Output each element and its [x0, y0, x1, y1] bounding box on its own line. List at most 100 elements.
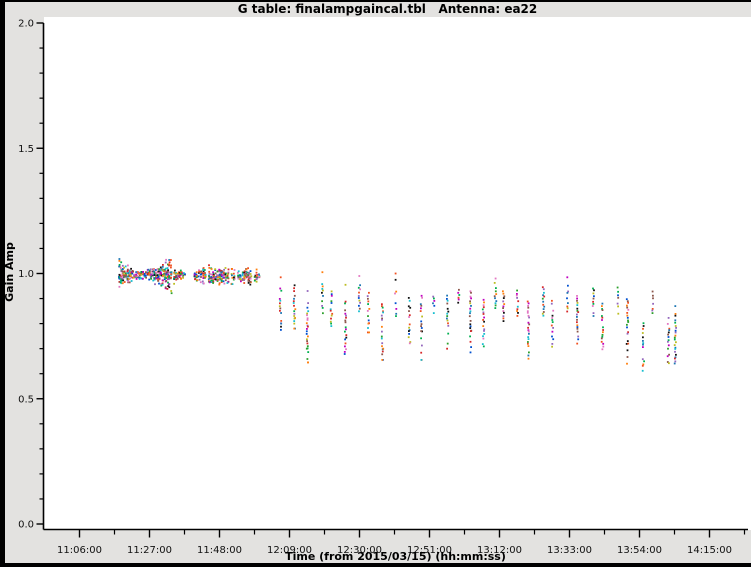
gain-data-point — [345, 336, 348, 339]
gain-data-point — [344, 283, 347, 286]
gain-data-point — [367, 300, 370, 303]
gain-data-point — [516, 293, 518, 295]
gain-data-point — [118, 265, 120, 268]
gain-data-point — [144, 275, 146, 278]
gain-data-point — [198, 272, 200, 274]
gain-data-point — [167, 263, 169, 266]
gain-data-point — [541, 312, 544, 315]
gain-data-point — [124, 265, 127, 268]
gain-data-point — [293, 287, 295, 290]
gain-data-point — [481, 308, 484, 311]
gain-data-point — [160, 272, 162, 275]
gain-data-point — [368, 291, 370, 294]
gain-data-point — [210, 276, 212, 278]
gain-data-point — [592, 287, 594, 290]
gain-data-point — [226, 273, 229, 276]
gain-data-point — [368, 308, 371, 310]
window-border-bottom — [0, 563, 751, 567]
gain-data-point — [421, 330, 423, 333]
gain-data-point — [408, 310, 410, 312]
gain-data-point — [446, 347, 448, 350]
gain-data-point — [210, 277, 212, 280]
gain-data-point — [601, 319, 603, 321]
gain-data-point — [673, 338, 676, 341]
gain-data-point — [231, 283, 234, 285]
gain-data-point — [516, 308, 519, 311]
gain-data-point — [160, 284, 163, 287]
gain-data-point — [446, 315, 449, 317]
gain-data-point — [407, 297, 410, 299]
gain-data-point — [667, 347, 669, 350]
gain-data-point — [159, 274, 161, 277]
gain-data-point — [140, 273, 143, 276]
gain-data-point — [253, 276, 256, 278]
gain-data-point — [330, 302, 333, 304]
gain-data-point — [551, 330, 554, 333]
gain-data-point — [642, 322, 645, 325]
gain-data-point — [576, 330, 579, 333]
gain-data-point — [279, 307, 282, 310]
gain-data-point — [483, 320, 485, 323]
gain-data-point — [674, 356, 677, 359]
gain-data-point — [394, 292, 396, 295]
gain-data-point — [408, 316, 410, 318]
gain-data-point — [446, 317, 448, 320]
gain-data-point — [641, 332, 644, 334]
gain-data-point — [237, 271, 239, 274]
gain-data-point — [457, 298, 460, 301]
gain-data-point — [293, 317, 296, 320]
gain-data-point — [167, 273, 170, 276]
gain-data-point — [121, 264, 124, 267]
gain-data-point — [306, 340, 308, 342]
gain-data-point — [592, 312, 595, 314]
gain-data-point — [202, 272, 204, 274]
gain-data-point — [652, 297, 654, 300]
gain-data-point — [163, 270, 165, 273]
gain-data-point — [120, 270, 123, 273]
window-border-top — [0, 0, 751, 2]
gain-data-point — [243, 278, 246, 280]
gain-data-point — [627, 308, 630, 311]
gain-data-point — [280, 322, 283, 325]
gain-data-point — [592, 303, 595, 305]
gain-data-point — [225, 275, 227, 278]
gain-data-point — [243, 271, 246, 274]
gain-data-point — [239, 278, 241, 281]
gain-data-point — [651, 290, 654, 293]
gain-data-point — [226, 275, 229, 277]
gain-data-point — [420, 307, 422, 310]
gain-data-point — [674, 305, 677, 307]
gain-data-point — [120, 279, 123, 282]
gain-data-point — [133, 276, 135, 279]
gain-data-point — [222, 280, 225, 283]
gain-data-point — [344, 326, 347, 329]
gain-data-point — [293, 322, 296, 325]
gain-data-point — [160, 267, 163, 270]
gain-data-point — [330, 317, 332, 320]
gain-data-point — [231, 274, 233, 277]
gain-data-point — [601, 305, 603, 307]
gain-data-point — [293, 290, 295, 292]
gain-data-point — [162, 274, 164, 277]
gain-data-point — [626, 323, 628, 326]
gain-data-point — [469, 351, 472, 354]
gain-data-point — [224, 267, 227, 269]
x-tick-label: 14:15:00 — [687, 545, 732, 556]
gain-data-point — [551, 314, 554, 317]
gain-data-point — [469, 327, 472, 329]
gain-data-point — [213, 274, 215, 277]
gain-data-point — [225, 272, 227, 275]
gain-data-point — [126, 272, 129, 275]
gain-data-point — [202, 277, 205, 279]
gain-data-point — [233, 269, 236, 271]
gain-data-point — [249, 283, 252, 286]
gain-data-point — [204, 275, 207, 278]
gain-data-point — [164, 286, 167, 289]
gain-data-point — [469, 323, 472, 326]
gain-data-point — [214, 276, 217, 279]
gain-data-point — [160, 283, 162, 285]
gain-data-point — [305, 333, 308, 335]
gain-data-point — [183, 273, 186, 275]
gain-data-point — [516, 305, 519, 308]
